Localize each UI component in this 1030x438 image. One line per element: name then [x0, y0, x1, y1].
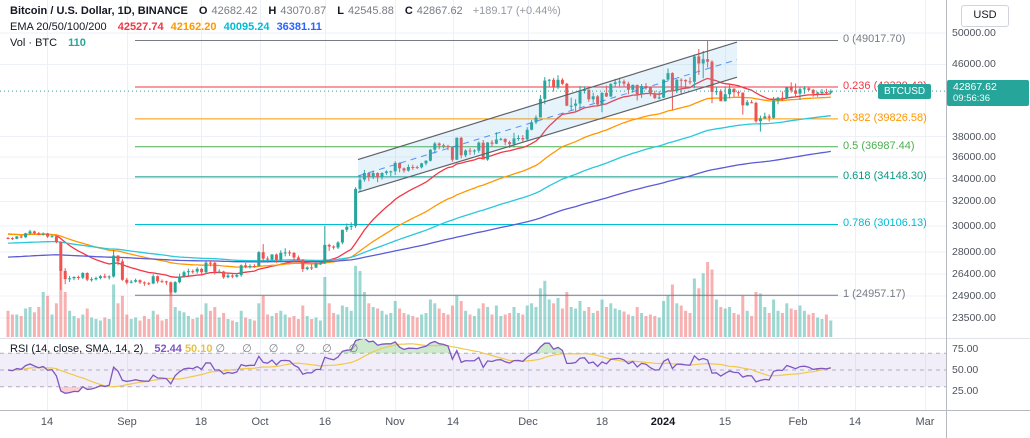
- change-value: +189.17 (+0.44%): [472, 5, 561, 17]
- ema50-value: 42162.20: [170, 21, 217, 33]
- symbol-legend-row[interactable]: Bitcoin / U.S. Dollar, 1D, BINANCE O 4268…: [10, 3, 565, 19]
- close-label: C: [404, 5, 413, 17]
- rsi-value: 52.44: [154, 343, 182, 355]
- open-label: O: [198, 5, 208, 17]
- ema-indicator-label: EMA 20/50/100/200: [10, 21, 107, 33]
- close-value: 42867.62: [416, 5, 463, 17]
- rsi-legend[interactable]: RSI (14, close, SMA, 14, 2) 52.44 50.10 …: [10, 341, 365, 357]
- ema20-line: [7, 77, 831, 278]
- rsi-empty-values: ∅ ∅ ∅ ∅ ∅ ∅: [215, 343, 366, 355]
- ema200-line: [7, 150, 831, 263]
- volume-layer: [6, 262, 833, 338]
- candles-layer: [6, 40, 833, 296]
- volume-value: 110: [68, 37, 86, 49]
- symbol-title: Bitcoin / U.S. Dollar, 1D, BINANCE: [10, 5, 188, 17]
- main-legend: Bitcoin / U.S. Dollar, 1D, BINANCE O 4268…: [10, 3, 565, 51]
- ema20-value: 42527.74: [117, 21, 164, 33]
- open-value: 42682.42: [211, 5, 258, 17]
- volume-legend-row[interactable]: Vol · BTC 110: [10, 35, 565, 51]
- symbol-price-tag: BTCUSD: [878, 84, 932, 99]
- ema200-value: 36381.11: [276, 21, 322, 33]
- high-label: H: [268, 5, 277, 17]
- ema50-line: [7, 96, 831, 268]
- low-label: L: [337, 5, 344, 17]
- low-value: 42545.88: [347, 5, 394, 17]
- bar-countdown: 09:56:36: [953, 93, 990, 104]
- trend-channel-layer: [357, 41, 738, 193]
- rsi-line: [7, 337, 831, 394]
- ema100-value: 40095.24: [223, 21, 270, 33]
- rsi-layer: [0, 337, 946, 394]
- ema-legend-row[interactable]: EMA 20/50/100/200 42527.74 42162.20 4009…: [10, 19, 565, 35]
- currency-toggle-button[interactable]: USD: [961, 5, 1009, 27]
- high-value: 43070.87: [280, 5, 327, 17]
- rsi-indicator-label: RSI (14, close, SMA, 14, 2): [10, 343, 144, 355]
- last-price-value: 42867.62: [953, 81, 997, 93]
- rsi-ma-value: 50.10: [184, 343, 213, 355]
- ema100-line: [7, 115, 831, 262]
- volume-indicator-label: Vol · BTC: [10, 37, 58, 49]
- last-price-label: 42867.62 09:56:36: [947, 80, 1029, 106]
- ema-layer: [7, 77, 831, 278]
